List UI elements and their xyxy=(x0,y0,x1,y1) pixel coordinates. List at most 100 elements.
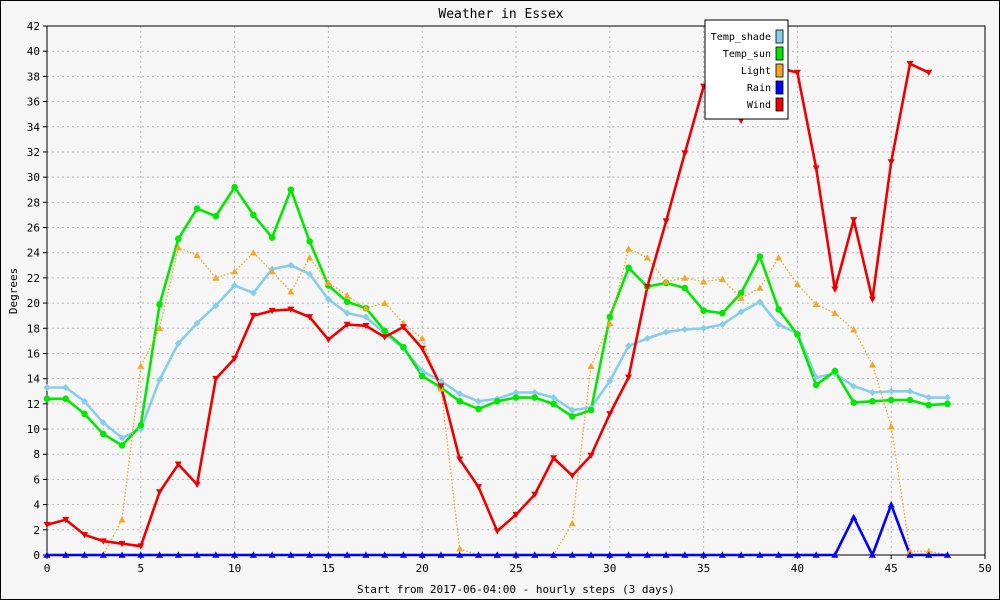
y-tick-label: 24 xyxy=(27,247,41,260)
data-point-temp-sun xyxy=(493,398,501,405)
data-point-wind xyxy=(681,150,689,157)
y-tick-label: 12 xyxy=(27,398,40,411)
data-point-light xyxy=(812,300,820,308)
data-point-wind xyxy=(643,283,651,291)
data-point-temp-sun xyxy=(587,406,595,414)
legend-swatch-rain xyxy=(775,80,784,95)
data-point-temp-shade xyxy=(249,289,257,297)
x-tick-label: 45 xyxy=(885,562,898,575)
data-point-light xyxy=(906,547,914,555)
data-point-light xyxy=(568,520,576,527)
data-point-rain xyxy=(99,551,107,558)
y-tick-label: 16 xyxy=(27,347,40,360)
x-tick-label: 10 xyxy=(228,562,241,575)
data-point-temp-sun xyxy=(944,400,951,408)
data-point-temp-sun xyxy=(887,396,895,404)
x-tick-label: 35 xyxy=(697,562,710,575)
data-point-rain xyxy=(775,551,783,558)
data-point-wind xyxy=(531,491,539,499)
data-point-wind xyxy=(474,484,482,491)
data-point-rain xyxy=(287,551,295,558)
data-point-temp-shade xyxy=(718,321,726,329)
data-point-light xyxy=(662,278,670,285)
data-point-light xyxy=(418,334,426,342)
data-point-light xyxy=(174,244,182,251)
data-point-light xyxy=(587,362,595,369)
data-point-rain xyxy=(737,551,745,558)
data-point-wind xyxy=(99,538,107,545)
y-tick-label: 8 xyxy=(33,448,40,461)
data-point-wind xyxy=(249,312,257,320)
series-temp-shade-markers xyxy=(43,261,951,442)
data-point-temp-sun xyxy=(925,401,933,409)
data-point-wind xyxy=(587,452,595,459)
data-point-temp-shade xyxy=(474,397,482,405)
x-tick-label: 40 xyxy=(791,562,804,575)
data-point-wind xyxy=(925,69,933,77)
data-point-light xyxy=(287,288,295,295)
data-point-rain xyxy=(850,513,858,521)
data-point-temp-sun xyxy=(475,405,482,413)
y-tick-label: 34 xyxy=(27,121,41,134)
data-point-rain xyxy=(512,551,520,558)
data-point-temp-sun xyxy=(137,421,145,429)
series-temp-sun-markers xyxy=(43,183,951,449)
data-point-temp-shade xyxy=(643,334,651,342)
data-point-temp-shade xyxy=(662,328,670,336)
data-point-temp-shade xyxy=(887,387,895,395)
data-point-rain xyxy=(118,551,126,558)
data-point-light xyxy=(268,268,276,275)
y-tick-label: 2 xyxy=(33,524,40,537)
data-point-wind xyxy=(456,456,464,463)
data-point-light xyxy=(156,324,164,332)
data-point-temp-sun xyxy=(550,400,557,408)
data-point-light xyxy=(606,319,614,327)
data-point-light xyxy=(925,547,933,555)
data-point-wind xyxy=(268,307,276,315)
data-point-rain xyxy=(306,551,314,558)
legend-label-temp-shade: Temp_shade xyxy=(711,32,771,43)
data-point-temp-sun xyxy=(794,331,801,338)
data-point-wind xyxy=(868,296,876,303)
y-tick-label: 20 xyxy=(27,297,40,310)
data-point-temp-shade xyxy=(568,406,576,414)
data-point-rain xyxy=(662,551,670,558)
data-point-temp-shade xyxy=(99,419,107,427)
data-point-light xyxy=(137,362,145,369)
x-tick-label: 50 xyxy=(978,562,991,575)
y-tick-label: 18 xyxy=(27,322,40,335)
data-point-light xyxy=(737,294,745,301)
data-point-temp-shade xyxy=(193,319,201,327)
data-point-temp-shade xyxy=(812,373,820,381)
series-rain-markers xyxy=(43,501,951,558)
data-point-wind xyxy=(156,489,164,496)
data-point-rain xyxy=(493,551,501,558)
data-point-rain xyxy=(268,551,276,558)
data-point-temp-sun xyxy=(62,395,70,403)
data-point-temp-sun xyxy=(156,301,163,308)
data-point-wind xyxy=(212,375,220,383)
data-point-wind xyxy=(625,374,633,381)
data-point-temp-sun xyxy=(400,343,407,351)
data-point-rain xyxy=(643,551,651,558)
data-point-temp-sun xyxy=(681,284,689,292)
data-point-light xyxy=(249,249,257,256)
data-point-wind xyxy=(493,528,501,535)
data-point-light xyxy=(868,361,876,368)
x-axis: 0 5 10 15 20 25 30 35 40 45 50 xyxy=(44,555,992,575)
data-point-temp-sun xyxy=(81,410,88,418)
data-point-wind xyxy=(906,60,914,68)
data-point-temp-shade xyxy=(62,383,70,391)
x-tick-label: 0 xyxy=(44,562,51,575)
data-point-light xyxy=(381,299,389,306)
data-point-temp-sun xyxy=(118,442,126,449)
data-point-rain xyxy=(81,551,89,558)
data-point-rain xyxy=(249,551,257,558)
data-point-rain xyxy=(324,551,332,558)
data-point-temp-sun xyxy=(906,396,914,404)
data-point-temp-shade xyxy=(925,394,933,402)
data-point-rain xyxy=(812,551,820,558)
data-point-wind xyxy=(606,411,614,418)
data-point-temp-shade xyxy=(174,339,182,347)
